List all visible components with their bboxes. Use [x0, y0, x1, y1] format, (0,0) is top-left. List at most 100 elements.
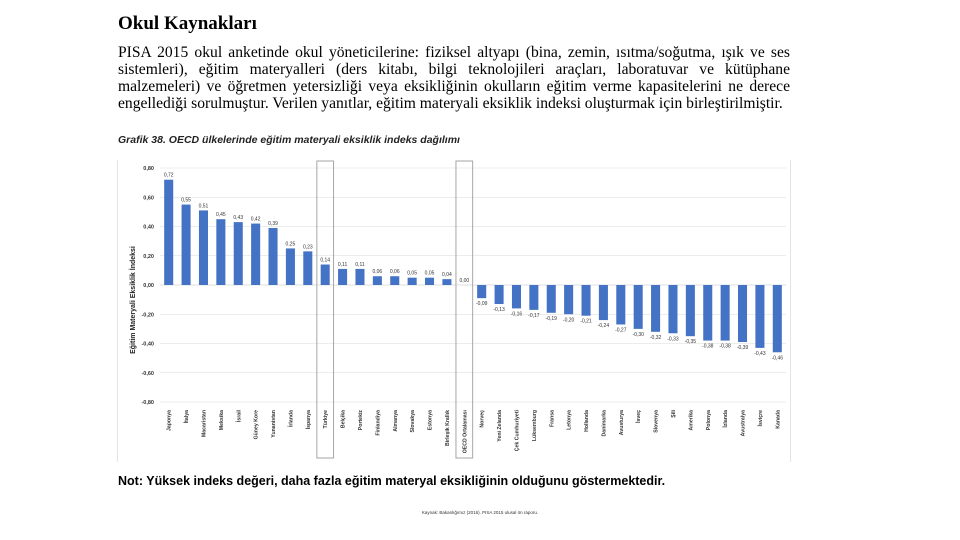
bar-chart: 0,80 0,60 0,40 0,20 0,00 -0,20 -0,40 -0,60 -0,80…	[129, 160, 786, 459]
bar	[320, 264, 330, 285]
bar	[755, 285, 765, 348]
bar	[720, 285, 730, 341]
bar	[372, 276, 382, 285]
data-label: -0,30	[632, 332, 644, 338]
highlight-box	[455, 160, 474, 459]
data-label: 0,51	[199, 203, 209, 209]
data-label: -0,27	[615, 327, 627, 333]
x-category-label: Güney Kore	[254, 410, 260, 440]
x-category-label: Finlandiya	[375, 410, 381, 436]
bar	[164, 179, 174, 285]
y-tick-label: -0,20	[141, 312, 154, 318]
x-category-label: Polonya	[706, 410, 712, 430]
x-category-label: Slovenya	[654, 410, 660, 433]
data-label: -0,24	[598, 323, 610, 329]
data-label: -0,43	[754, 351, 766, 357]
x-category-label: Yeni Zelanda	[497, 410, 503, 442]
y-tick-label: 0,60	[143, 195, 154, 201]
x-category-label: Birleşik Krallık	[445, 410, 451, 446]
x-category-label: Portekiz	[358, 410, 364, 431]
data-label: -0,16	[511, 311, 523, 317]
x-category-label: İsrail	[235, 409, 242, 422]
y-tick-label: 0,40	[143, 225, 154, 231]
x-category-label: Çek Cumhuriyeti	[514, 409, 520, 451]
data-label: 0,25	[286, 241, 296, 247]
intro-paragraph: PISA 2015 okul anketinde okul yöneticile…	[118, 44, 790, 112]
bar	[685, 285, 695, 337]
bar	[511, 285, 521, 309]
x-category-label: Lüksemburg	[532, 410, 538, 441]
x-category-label: Kanada	[775, 410, 781, 429]
data-label: 0,05	[425, 271, 435, 277]
x-category-label: Şili	[671, 409, 677, 417]
x-category-label: İsviçre	[757, 410, 764, 427]
x-category-label: Avusturya	[619, 410, 625, 435]
data-label: 0,00	[459, 278, 469, 284]
figure-caption: Grafik 38. OECD ülkelerinde eğitim mater…	[118, 134, 460, 146]
bar	[564, 285, 574, 315]
x-category-label: Estonya	[428, 410, 434, 430]
data-label: -0,19	[546, 316, 558, 322]
data-label: 0,43	[233, 215, 243, 221]
bar	[668, 285, 678, 334]
bar	[268, 227, 278, 285]
data-label: 0,11	[355, 262, 365, 268]
data-label: 0,11	[338, 262, 348, 268]
data-label: 0,55	[181, 198, 191, 204]
data-label: -0,35	[685, 339, 697, 345]
bar	[494, 285, 504, 305]
bar	[581, 285, 591, 316]
bar	[703, 285, 713, 341]
data-label: -0,39	[737, 345, 749, 351]
bar	[598, 285, 608, 321]
x-category-label: Danimarka	[601, 410, 607, 437]
bar	[216, 219, 226, 285]
x-category-label: Norveç	[480, 410, 486, 428]
section-heading: Okul Kaynakları	[118, 13, 257, 34]
data-label: 0,06	[372, 269, 382, 275]
bar	[651, 285, 661, 332]
x-category-label: Meksika	[219, 410, 225, 430]
x-category-label: İzlanda	[722, 410, 729, 428]
data-label: 0,23	[303, 244, 313, 250]
bar	[285, 248, 295, 285]
bar	[251, 223, 261, 285]
x-category-label: Almanya	[393, 410, 399, 432]
bar	[233, 222, 243, 285]
x-category-label: Amerika	[688, 410, 694, 431]
x-category-label: Belçika	[341, 410, 347, 428]
data-label: 0,14	[320, 258, 330, 264]
x-category-label: İsveç	[635, 410, 642, 423]
x-category-label: Slovakya	[410, 410, 416, 433]
bar	[738, 285, 748, 343]
data-label: 0,06	[390, 269, 400, 275]
x-category-label: İrlanda	[287, 410, 294, 427]
bar	[303, 251, 313, 285]
bar	[633, 285, 643, 329]
x-category-label: Letonya	[567, 410, 573, 430]
x-category-label: Macaristan	[201, 410, 207, 437]
data-label: -0,38	[719, 344, 731, 350]
y-axis-title: Eğitim Materyali Eksiklik İndeksi	[129, 246, 137, 354]
data-label: -0,20	[563, 317, 575, 323]
footnote: Not: Yüksek indeks değeri, daha fazla eğ…	[118, 474, 666, 488]
y-tick-label: 0,20	[143, 254, 154, 260]
highlight-box	[316, 160, 335, 459]
bar	[477, 285, 487, 299]
data-label: 0,72	[164, 173, 174, 179]
x-category-label: Türkiye	[323, 410, 329, 429]
data-label: -0,17	[528, 313, 540, 319]
bar	[355, 268, 365, 285]
data-label: 0,39	[268, 221, 278, 227]
data-label: -0,13	[493, 307, 505, 313]
bar	[772, 285, 782, 353]
bar	[407, 277, 417, 285]
data-label: -0,33	[667, 336, 679, 342]
y-tick-label: 0,80	[143, 166, 154, 172]
bar	[198, 210, 208, 285]
bar	[529, 285, 539, 310]
data-label: 0,45	[216, 212, 226, 218]
x-category-label: Japonya	[167, 410, 173, 431]
x-category-label: İspanya	[305, 410, 312, 429]
data-label: -0,46	[772, 355, 784, 361]
